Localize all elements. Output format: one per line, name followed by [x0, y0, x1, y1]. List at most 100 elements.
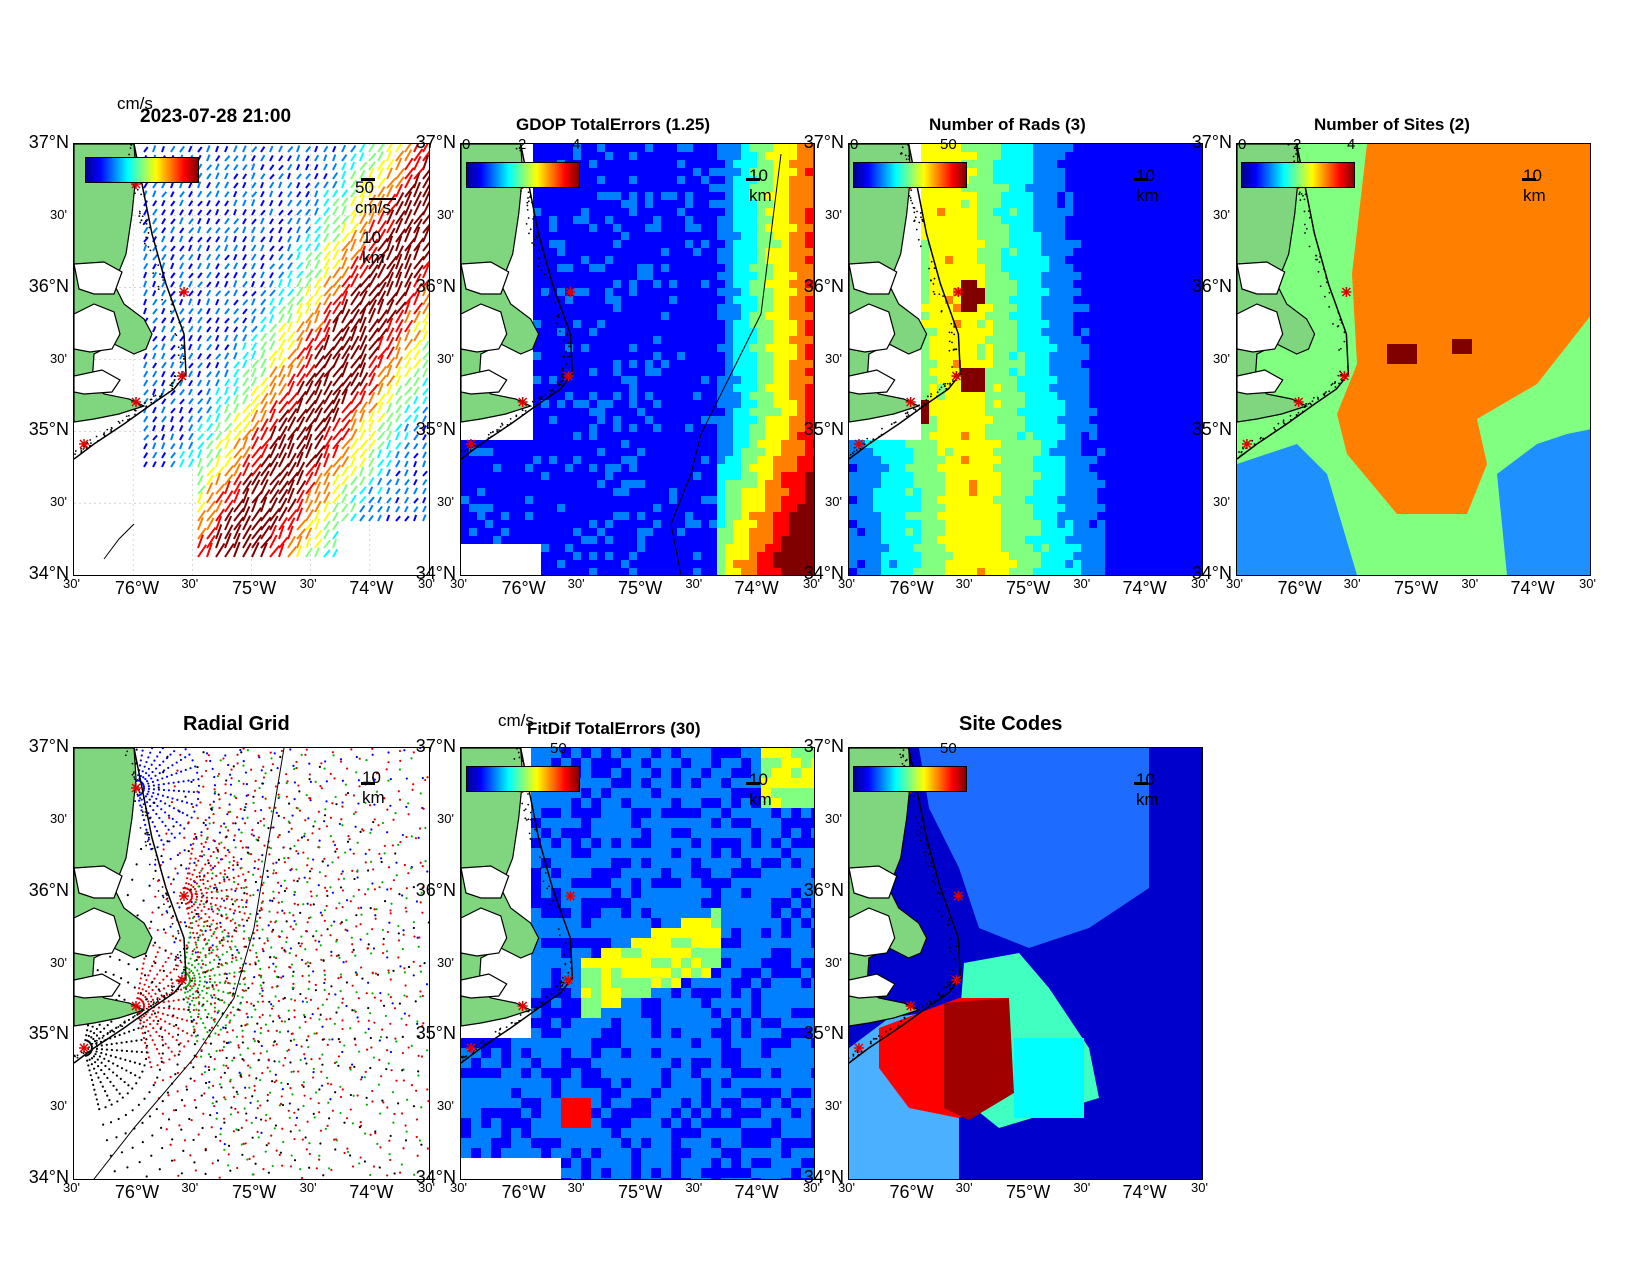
data-cell: [1137, 304, 1145, 312]
data-cell: [1073, 200, 1081, 208]
data-cell: [749, 448, 757, 456]
velocity-vector: [233, 299, 239, 306]
data-cell: [597, 192, 605, 200]
velocity-vector: [251, 359, 260, 369]
data-cell: [669, 336, 677, 344]
data-cell: [637, 480, 645, 488]
data-cell: [1129, 216, 1137, 224]
data-cell: [1033, 312, 1041, 320]
velocity-vector: [350, 372, 360, 387]
data-cell: [789, 288, 797, 296]
data-cell: [693, 176, 701, 184]
velocity-vector: [404, 319, 414, 333]
velocity-vector: [287, 190, 293, 198]
coast-dot: [531, 242, 534, 244]
data-cell: [969, 400, 977, 408]
velocity-vector: [404, 329, 411, 342]
data-cell: [517, 440, 525, 448]
velocity-vector: [206, 145, 211, 153]
data-cell: [1001, 408, 1009, 416]
data-cell: [1129, 224, 1137, 232]
data-cell: [485, 480, 493, 488]
data-cell: [1113, 256, 1121, 264]
data-cell: [813, 408, 814, 416]
coast-dot: [515, 415, 518, 418]
data-cell: [557, 360, 565, 368]
data-cell: [1097, 192, 1105, 200]
velocity-vector: [386, 255, 398, 270]
data-cell: [725, 392, 733, 400]
velocity-vector: [269, 507, 281, 522]
data-cell: [797, 440, 805, 448]
velocity-vector: [413, 514, 418, 522]
data-cell: [757, 344, 765, 352]
data-cell: [589, 432, 597, 440]
data-cell: [781, 392, 789, 400]
data-cell: [1169, 160, 1177, 168]
velocity-vector: [359, 194, 365, 207]
data-cell: [1009, 240, 1017, 248]
data-cell: [493, 488, 501, 496]
data-cell: [765, 488, 773, 496]
data-cell: [637, 224, 645, 232]
data-cell: [805, 208, 813, 216]
data-cell: [1025, 248, 1033, 256]
data-cell: [805, 544, 813, 552]
velocity-vector: [215, 499, 223, 513]
data-cell: [605, 512, 613, 520]
velocity-vector: [206, 253, 212, 261]
velocity-vector: [224, 334, 229, 342]
data-cell: [589, 304, 597, 312]
velocity-vector: [179, 262, 185, 270]
data-cell: [1153, 288, 1161, 296]
data-cell: [725, 192, 733, 200]
data-cell: [597, 280, 605, 288]
data-cell: [645, 368, 653, 376]
data-cell: [541, 192, 549, 200]
velocity-vector: [161, 452, 167, 459]
data-cell: [1193, 192, 1201, 200]
data-cell: [637, 440, 645, 448]
data-cell: [1185, 336, 1193, 344]
data-cell: [1185, 232, 1193, 240]
data-cell: [1025, 176, 1033, 184]
data-cell: [1185, 384, 1193, 392]
data-cell: [637, 152, 645, 160]
data-cell: [477, 456, 485, 464]
data-cell: [969, 288, 977, 296]
data-cell: [613, 432, 621, 440]
data-cell: [1177, 336, 1185, 344]
data-cell: [613, 160, 621, 168]
data-cell: [629, 232, 637, 240]
data-cell: [581, 528, 589, 536]
data-cell: [1025, 352, 1033, 360]
data-cell: [813, 400, 814, 408]
data-cell: [921, 280, 929, 288]
data-cell: [605, 448, 613, 456]
data-cell: [549, 264, 557, 272]
data-cell: [1081, 240, 1089, 248]
data-cell: [621, 440, 629, 448]
data-cell: [597, 480, 605, 488]
coast-dot: [125, 415, 128, 418]
data-cell: [733, 352, 741, 360]
data-cell: [645, 312, 653, 320]
data-cell: [1185, 376, 1193, 384]
velocity-vector: [305, 407, 316, 423]
velocity-vector: [242, 487, 250, 504]
velocity-vector: [287, 426, 299, 441]
data-cell: [741, 280, 749, 288]
velocity-vector: [422, 367, 428, 378]
velocity-vector: [350, 308, 360, 324]
data-cell: [661, 160, 669, 168]
velocity-vector: [224, 200, 229, 207]
data-cell: [613, 352, 621, 360]
data-cell: [961, 312, 969, 320]
data-cell: [1017, 272, 1025, 280]
data-cell: [685, 424, 693, 432]
data-cell: [661, 168, 669, 176]
data-cell: [1193, 416, 1201, 424]
data-cell: [1177, 272, 1185, 280]
data-cell: [733, 512, 741, 520]
data-cell: [781, 336, 789, 344]
